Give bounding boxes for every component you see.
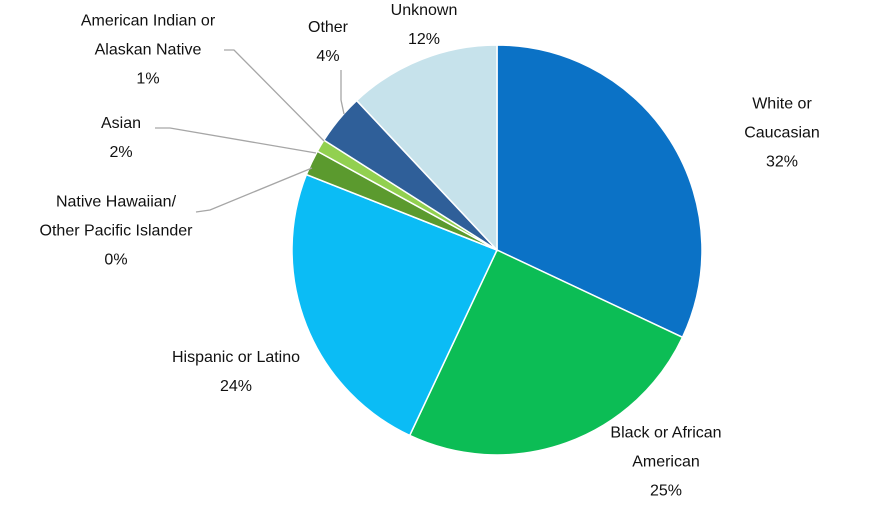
value-label: 1% [136,70,160,88]
category-label: Hispanic or Latino [171,349,301,366]
pie-slice [291,173,499,437]
leader-line [195,167,313,213]
leader-line [340,70,345,115]
category-label: Other [307,19,349,36]
category-label: Native Hawaiian/ Other Pacific Islander [39,193,193,240]
category-label: White or Caucasian [744,95,820,142]
slice-label: Hispanic or Latino 24% [172,343,300,401]
slice-label: Black or African American 25% [610,419,721,506]
leader-line [155,127,317,154]
value-label: 0% [104,251,128,269]
category-label: Unknown [390,2,458,19]
slice-label: White or Caucasian 32% [736,90,828,177]
pie-slice [355,44,498,252]
value-label: 24% [219,378,253,395]
leader-line [224,49,325,142]
pie-slice [496,44,703,339]
slice-label: Unknown 12% [391,0,458,54]
pie-slice [408,249,684,456]
value-label: 32% [765,153,799,171]
slice-label: Native Hawaiian/ Other Pacific Islander 0… [40,188,193,275]
value-label: 12% [407,31,441,48]
category-label: Black or African American [610,424,722,471]
slice-label: American Indian or Alaskan Native 1% [81,7,215,94]
slice-label: Asian 2% [101,109,141,167]
category-label: Asian [100,115,142,132]
slice-label: Other 4% [308,13,348,71]
category-label: American Indian or Alaskan Native [80,12,216,59]
value-label: 4% [316,48,340,65]
value-label: 25% [649,482,683,500]
value-label: 2% [109,144,133,161]
pie [291,44,703,456]
